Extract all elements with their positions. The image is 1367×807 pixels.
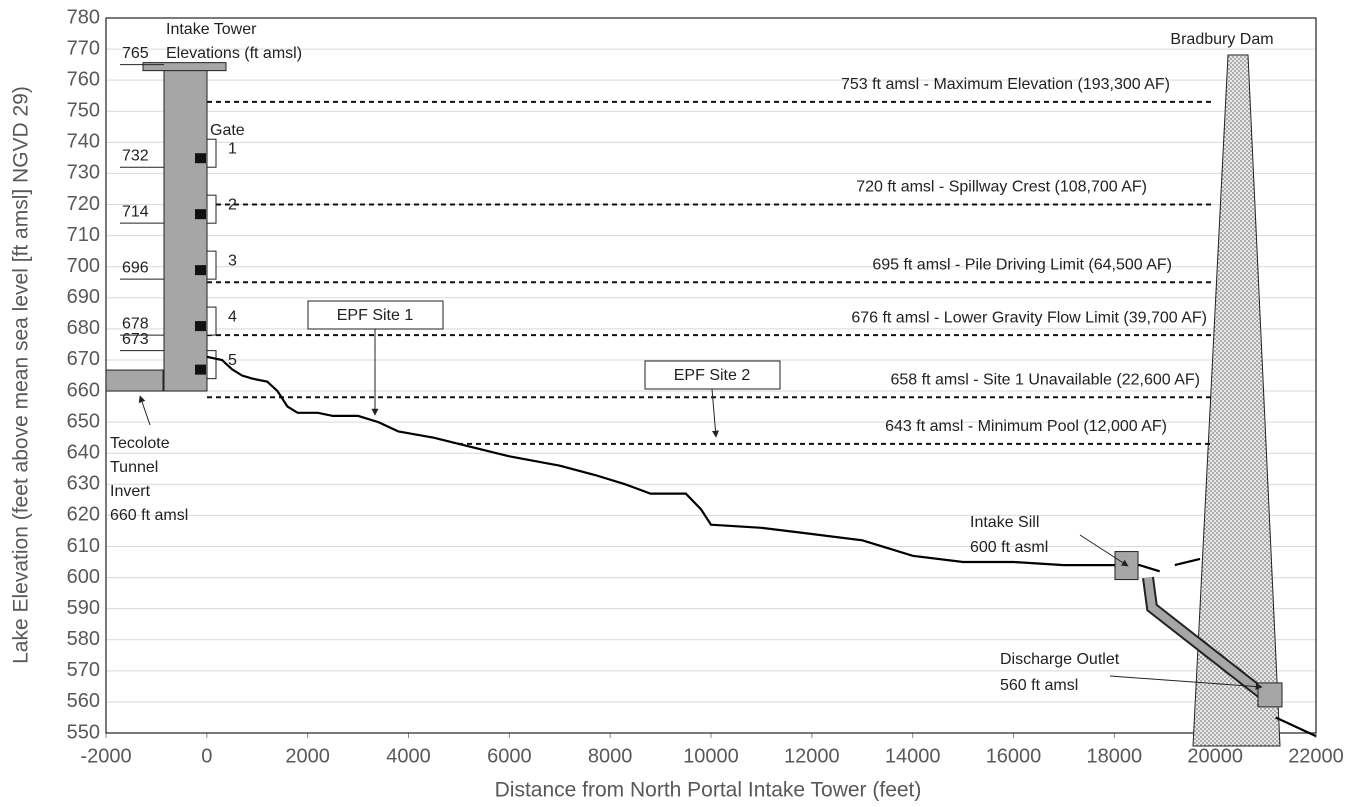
dam: [1192, 54, 1281, 747]
y-tick-label: 690: [67, 286, 100, 308]
x-tick-label: 6000: [487, 745, 532, 767]
x-tick-label: 4000: [386, 745, 431, 767]
reference-label: 658 ft amsl - Site 1 Unavailable (22,600…: [891, 371, 1201, 388]
y-tick-label: 740: [67, 131, 100, 153]
gate-label: 2: [228, 196, 237, 213]
y-tick-label: 670: [67, 348, 100, 370]
gate-block: [195, 209, 206, 220]
elevation-label: 678: [122, 315, 149, 332]
profile-line: [206, 355, 1317, 738]
x-tick-label: 14000: [885, 745, 941, 767]
gate-block: [195, 265, 206, 276]
gate-label: 4: [228, 308, 237, 325]
epf-label: EPF Site 1: [337, 307, 414, 324]
y-tick-label: 550: [67, 721, 100, 743]
dam-label: Bradbury Dam: [1170, 31, 1273, 48]
x-tick-label: 8000: [588, 745, 633, 767]
y-tick-label: 780: [67, 6, 100, 28]
tunnel-label: 660 ft amsl: [110, 507, 188, 524]
x-axis-title: Distance from North Portal Intake Tower …: [495, 779, 922, 802]
gate-screen: [206, 194, 217, 224]
x-tick-label: 22000: [1288, 745, 1344, 767]
gate-label: 5: [228, 352, 237, 369]
y-tick-label: 650: [67, 410, 100, 432]
y-tick-label: 700: [67, 255, 100, 277]
tower-cap: [142, 62, 227, 72]
arrow: [138, 395, 151, 426]
gate-screen: [206, 350, 217, 380]
tunnel: [105, 369, 164, 392]
epf-box: [307, 300, 444, 330]
elevation-label: 714: [122, 203, 149, 220]
y-tick-label: 750: [67, 100, 100, 122]
reference-label: 695 ft amsl - Pile Driving Limit (64,500…: [872, 256, 1172, 273]
y-tick-label: 630: [67, 473, 100, 495]
y-tick-label: 720: [67, 193, 100, 215]
sill-title: Intake Sill: [970, 514, 1039, 531]
x-tick-label: 0: [201, 745, 212, 767]
arrow: [1109, 675, 1263, 691]
reference-label: 676 ft amsl - Lower Gravity Flow Limit (…: [851, 309, 1207, 326]
tower-title: Elevations (ft amsl): [166, 45, 302, 62]
gate-screen: [206, 306, 217, 336]
gate-screen: [206, 138, 217, 168]
y-tick-label: 610: [67, 535, 100, 557]
y-tick-label: 710: [67, 224, 100, 246]
y-tick-label: 770: [67, 37, 100, 59]
intake-tower: [163, 64, 208, 392]
x-tick-label: -2000: [80, 745, 131, 767]
elevation-label: 732: [122, 147, 149, 164]
x-tick-label: 18000: [1087, 745, 1143, 767]
epf-label: EPF Site 2: [674, 367, 751, 384]
y-tick-label: 580: [67, 628, 100, 650]
gate-block: [195, 153, 206, 164]
outlet-title: Discharge Outlet: [1000, 651, 1120, 668]
x-tick-label: 16000: [986, 745, 1042, 767]
gate-label: 3: [228, 252, 237, 269]
elevation-label: 765: [122, 45, 149, 62]
outlet-label: 560 ft amsl: [1000, 677, 1078, 694]
y-tick-label: 570: [67, 659, 100, 681]
x-tick-label: 2000: [285, 745, 330, 767]
gate-label: 1: [228, 140, 237, 157]
x-tick-label: 12000: [784, 745, 840, 767]
y-tick-label: 640: [67, 441, 100, 463]
x-tick-label: 20000: [1187, 745, 1243, 767]
y-tick-label: 600: [67, 566, 100, 588]
tower-title: Intake Tower: [166, 21, 257, 38]
y-tick-label: 680: [67, 317, 100, 339]
y-tick-label: 760: [67, 68, 100, 90]
elevation-label: 673: [122, 331, 149, 348]
y-tick-label: 660: [67, 379, 100, 401]
gate-title: Gate: [210, 122, 245, 139]
gate-block: [195, 321, 206, 332]
reference-label: 753 ft amsl - Maximum Elevation (193,300…: [841, 76, 1170, 93]
reference-label: 720 ft amsl - Spillway Crest (108,700 AF…: [856, 179, 1147, 196]
x-tick-label: 10000: [683, 745, 739, 767]
arrow: [1079, 534, 1129, 567]
reference-label: 643 ft amsl - Minimum Pool (12,000 AF): [885, 418, 1167, 435]
tunnel-title: Invert: [110, 483, 151, 500]
epf-box: [644, 360, 781, 390]
y-axis-title: Lake Elevation (feet above mean sea leve…: [10, 86, 33, 664]
gate-block: [195, 364, 206, 375]
y-tick-label: 620: [67, 504, 100, 526]
tunnel-title: Tecolote: [110, 435, 170, 452]
gate-screen: [206, 250, 217, 280]
pipe: [1144, 577, 1268, 700]
arrow: [711, 388, 719, 438]
tunnel-title: Tunnel: [110, 459, 158, 476]
y-tick-label: 730: [67, 162, 100, 184]
y-tick-label: 560: [67, 690, 100, 712]
elevation-label: 696: [122, 259, 149, 276]
sill-label: 600 ft asml: [970, 539, 1048, 556]
y-tick-label: 590: [67, 597, 100, 619]
